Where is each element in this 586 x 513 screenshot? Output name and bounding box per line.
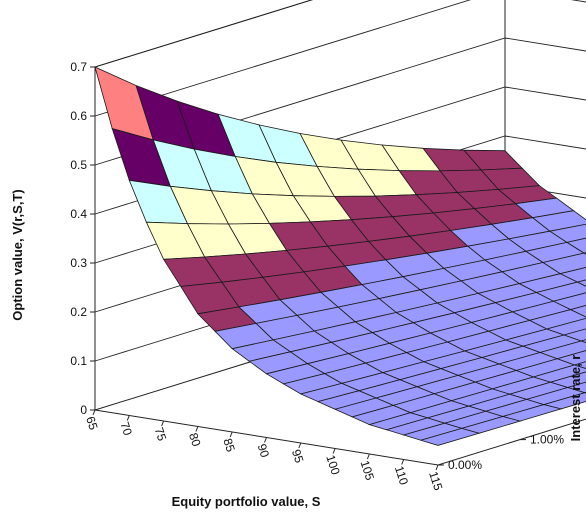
z-tick-label: 0.6 <box>70 109 87 123</box>
s-tick-mark <box>195 426 199 432</box>
s-tick-label: 100 <box>323 453 343 477</box>
s-tick-mark <box>435 464 439 471</box>
z-tick-label: 0.1 <box>70 354 87 368</box>
s-axis-title: Equity portfolio value, S <box>172 494 321 509</box>
s-tick-label: 85 <box>220 437 238 454</box>
r-tick-label: 0.00% <box>448 458 482 472</box>
s-tick-mark <box>332 448 336 454</box>
z-tick-label: 0.4 <box>70 207 87 221</box>
z-tick-label: 0.2 <box>70 305 87 319</box>
s-tick-label: 70 <box>117 420 135 437</box>
s-tick-label: 110 <box>392 464 411 487</box>
s-tick-label: 105 <box>358 459 378 483</box>
z-tick-label: 0.5 <box>70 158 87 172</box>
s-tick-label: 80 <box>186 431 204 448</box>
s-tick-mark <box>401 459 405 465</box>
s-tick-mark <box>229 431 233 438</box>
s-tick-mark <box>161 420 165 427</box>
z-axis-title: Option value, V(r,S,T) <box>10 189 25 320</box>
s-tick-label: 90 <box>255 442 273 459</box>
z-tick-label: 0.7 <box>70 60 87 74</box>
s-tick-mark <box>298 442 302 449</box>
s-tick-mark <box>366 453 370 460</box>
s-tick-mark <box>92 409 96 416</box>
s-axis-ticks: 65 70 75 80 85 90 95 100 105 110 115 <box>83 409 445 493</box>
z-tick-label: 0 <box>80 403 87 417</box>
r-axis-title: Interest rate, r <box>568 355 583 442</box>
s-tick-label: 95 <box>289 448 307 465</box>
surface-plot <box>94 66 586 446</box>
s-tick-mark <box>264 437 267 443</box>
surface-cell <box>419 427 481 446</box>
s-tick-label: 115 <box>426 470 445 493</box>
wall-gridline <box>94 0 313 68</box>
z-axis-ticks: 0 0.1 0.2 0.3 0.4 0.5 0.6 0.7 <box>70 60 95 417</box>
r-tick-label: 1.00% <box>530 433 564 447</box>
z-tick-label: 0.3 <box>70 256 87 270</box>
s-tick-mark <box>126 415 130 421</box>
r-axis-ticks: 0.00%1.00%2.00%3.00%4.00%5.00% <box>438 433 564 472</box>
s-tick-label: 75 <box>152 426 170 443</box>
s-tick-label: 65 <box>83 415 101 432</box>
surface-cell <box>576 279 586 287</box>
wall-gridline <box>94 0 586 117</box>
